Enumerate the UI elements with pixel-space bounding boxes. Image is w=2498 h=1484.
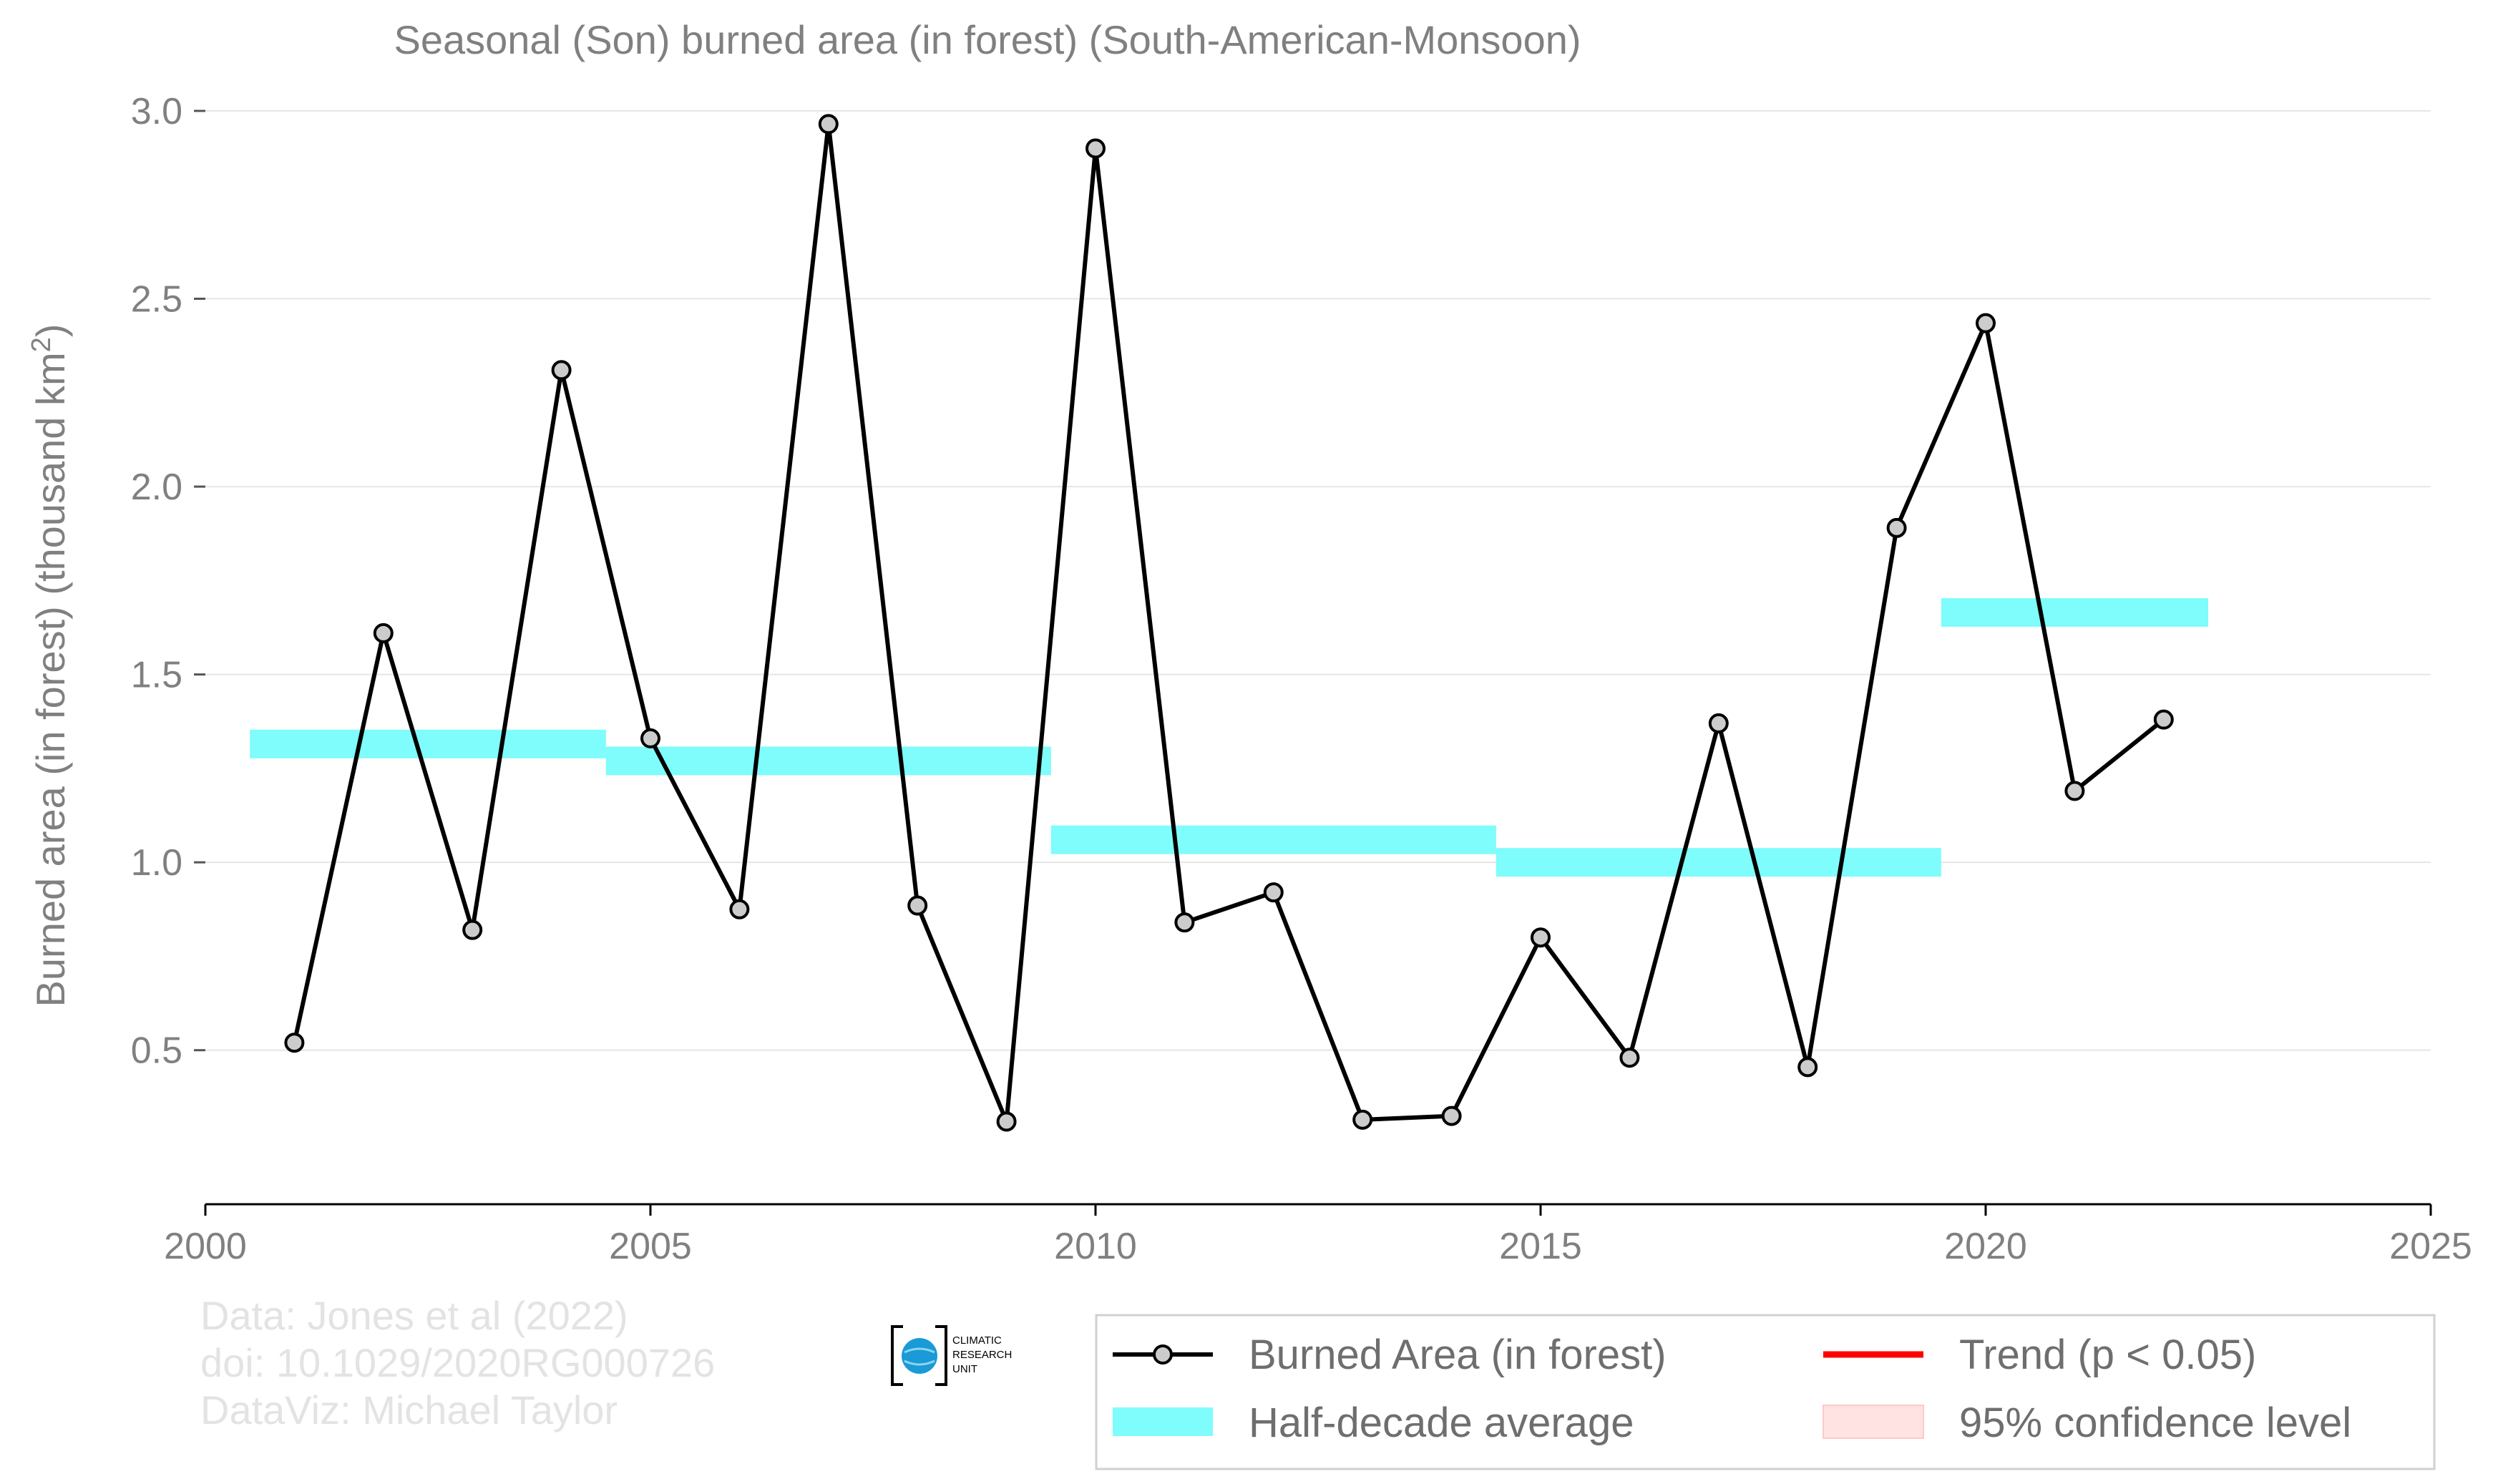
burned-area-point [1352,1109,1373,1130]
x-tick-label: 2005 [609,1226,692,1267]
y-tick-label: 2.0 [131,467,182,508]
legend: Burned Area (in forest) Half-decade aver… [1095,1314,2436,1470]
x-tick-label: 2020 [1944,1226,2027,1267]
x-tick-label: 2000 [164,1226,247,1267]
burned-area-point [1619,1048,1640,1068]
y-tick-label: 1.0 [131,842,182,884]
legend-label-burned-area: Burned Area (in forest) [1249,1332,1667,1378]
burned-area-point [1797,1057,1818,1078]
burned-area-point [996,1111,1017,1132]
legend-label-half-decade: Half-decade average [1249,1400,1634,1446]
logo-bracket-left [891,1325,903,1386]
burned-area-point [462,919,483,940]
credits: Data: Jones et al (2022) doi: 10.1029/20… [200,1293,715,1432]
burned-area-point [1886,517,1907,538]
half-decade-average-band [250,729,606,758]
y-axis-title-main: Burned area (in forest) (thousand km [28,352,73,1007]
x-tick-label: 2010 [1054,1226,1137,1267]
legend-marker-burned-area [1153,1344,1173,1365]
credit-doi: doi: 10.1029/2020RG000726 [200,1340,715,1385]
logo-text-line-1: CLIMATIC [952,1334,1002,1347]
y-axis-title: Burned area (in forest) (thousand km2) [26,324,73,1007]
y-axis-title-superscript: 2 [26,337,57,352]
burned-area-point [373,623,394,643]
half-decade-average-band [605,746,1051,776]
burned-area-point [2064,781,2085,801]
logo-globe-icon [902,1338,937,1374]
half-decade-average-band [1050,825,1496,854]
legend-swatch-half-decade [1113,1407,1213,1436]
legend-frame [1095,1314,2436,1470]
chart-title: Seasonal (Son) burned area (in forest) (… [394,17,1581,62]
axes: 0.5 1.0 1.5 2.0 2.5 3.0 2000 2005 2010 2015 2020 20… [131,91,2472,1267]
burned-area-point [1085,138,1106,159]
half-decade-average-band [1496,848,1941,877]
logo-text-line-2: RESEARCH [952,1349,1012,1361]
burned-area-point [907,895,928,916]
burned-area-point [818,114,839,135]
burned-area-point [1174,912,1195,933]
burned-area-point [640,728,660,748]
burned-area-point [284,1033,305,1053]
y-tick-label: 3.0 [131,91,182,132]
burned-area-point [2153,709,2174,730]
burned-area-series [284,114,2174,1132]
y-axis-title-close: ) [28,324,73,338]
credit-dataviz: DataViz: Michael Taylor [200,1387,618,1432]
credit-data: Data: Jones et al (2022) [200,1293,628,1338]
burned-area-point [1976,313,1996,333]
x-tick-label: 2025 [2389,1226,2472,1267]
half-decade-bands [250,597,2208,877]
logo-text-line-3: UNIT [952,1363,977,1375]
y-tick-label: 0.5 [131,1030,182,1072]
y-tick-label: 1.5 [131,655,182,696]
legend-label-confidence: 95% confidence level [1959,1400,2351,1446]
grid-lines [205,110,2431,1051]
cru-logo: CLIMATIC RESEARCH UNIT [891,1325,1012,1386]
logo-globe-lines [904,1347,935,1366]
legend-label-trend: Trend (p < 0.05) [1959,1332,2256,1378]
burned-area-line [292,122,2165,1124]
legend-swatch-confidence [1823,1405,1924,1439]
logo-bracket-right [935,1325,947,1386]
burned-area-point [551,360,572,381]
y-tick-label: 2.5 [131,279,182,321]
burned-area-point [1531,927,1551,948]
burned-area-point [729,899,750,919]
x-tick-label: 2015 [1499,1226,1582,1267]
half-decade-average-band [1941,597,2208,627]
burned-area-point [1441,1105,1462,1126]
burned-area-point [1708,713,1729,733]
burned-area-point [1263,882,1284,903]
